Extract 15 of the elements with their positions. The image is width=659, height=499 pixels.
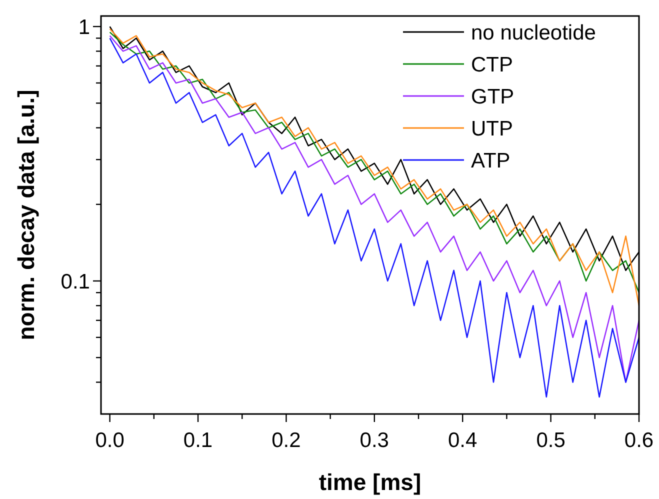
legend-label: ATP <box>471 149 510 172</box>
legend-label: CTP <box>471 53 513 76</box>
y-tick-label: 1 <box>78 16 90 39</box>
x-tick-label: 0.3 <box>360 429 390 452</box>
x-tick-label: 0.2 <box>272 429 301 452</box>
x-tick-label: 0.5 <box>536 429 566 452</box>
x-tick-label: 0.4 <box>448 429 478 452</box>
y-axis-title: norm. decay data [a.u.] <box>13 90 39 340</box>
x-tick-label: 0.0 <box>95 429 124 452</box>
legend-label: UTP <box>471 117 513 140</box>
x-tick-label: 0.1 <box>183 429 213 452</box>
x-axis-title: time [ms] <box>318 469 422 495</box>
legend-label: no nucleotide <box>471 21 596 44</box>
legend-label: GTP <box>471 85 514 108</box>
x-tick-label: 0.6 <box>624 429 654 452</box>
